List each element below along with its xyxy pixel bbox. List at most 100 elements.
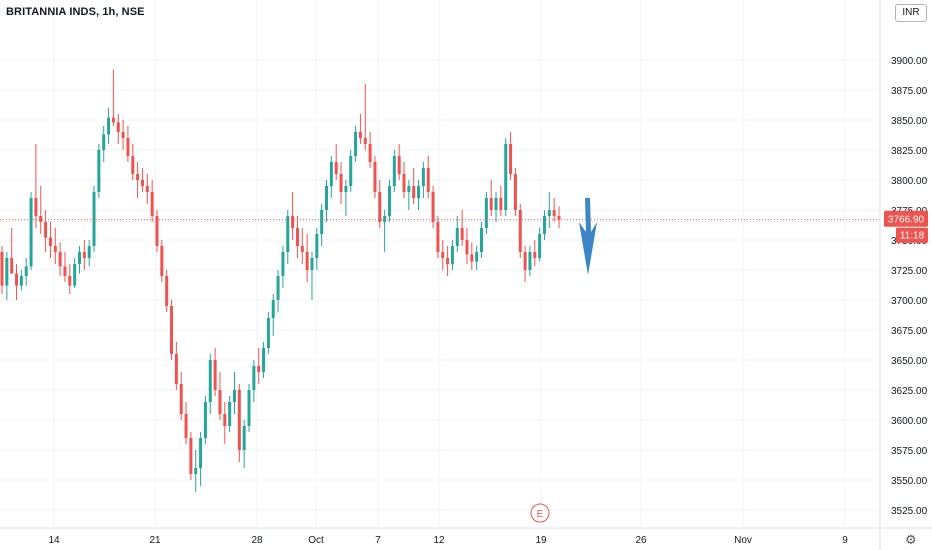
y-tick-label: 3800.00 [891,176,928,187]
candle-body [523,252,527,270]
candle-body [15,273,19,286]
candle-body [160,246,164,276]
y-tick-label: 3600.00 [891,416,928,427]
symbol-title: BRITANNIA INDS, 1h, NSE [6,6,145,18]
candle-body [150,192,154,216]
candle-body [276,276,280,300]
candle-body [208,360,212,402]
candle-body [552,210,556,216]
candle-body [470,254,474,262]
candle-body [489,198,493,210]
x-tick-label: 21 [149,535,161,546]
candle-body [218,390,222,414]
candle-body [281,252,285,276]
candle-body [262,348,266,372]
candle-body [179,384,183,414]
candle-body [174,354,178,384]
candle-body [10,258,14,274]
candle-layer [0,69,561,492]
y-tick-label: 3825.00 [891,146,928,157]
candle-body [509,144,513,174]
candle-body [368,144,372,162]
candle-body [39,216,43,222]
candle-body [533,252,537,258]
gear-icon[interactable]: ⚙ [905,532,917,547]
y-tick-label: 3575.00 [891,446,928,457]
candle-body [73,264,77,286]
y-tick-label: 3550.00 [891,476,928,487]
candle-body [29,198,33,267]
candle-body [450,246,454,264]
candle-body [528,252,532,270]
candle-body [436,222,440,252]
x-tick-label: 28 [251,535,263,546]
candle-body [431,192,435,222]
candle-body [155,216,159,246]
countdown-label: 11:18 [900,231,925,242]
candle-body [213,360,217,390]
candle-body [446,258,450,264]
candle-body [315,234,319,258]
candle-body [373,162,377,192]
grid-layer [0,0,880,528]
candle-body [145,186,149,192]
candle-body [170,306,174,354]
candle-body [402,174,406,192]
candle-body [44,222,48,238]
candle-body [455,228,459,246]
candle-body [291,216,295,228]
candle-body [286,216,290,252]
candle-body [325,186,329,210]
candle-body [19,276,23,286]
candle-body [77,252,81,264]
candle-body [48,237,52,246]
candle-body [34,198,38,216]
candle-body [203,402,207,438]
x-tick-label: 9 [842,535,848,546]
candle-body [111,117,115,123]
candle-body [184,414,188,438]
y-tick-label: 3875.00 [891,86,928,97]
x-tick-label: 12 [433,535,445,546]
candle-body [305,252,309,270]
candle-body [538,234,542,258]
candle-body [24,266,28,276]
candle-body [484,198,488,228]
x-tick-label: 7 [375,535,381,546]
candle-body [126,138,130,156]
earnings-marker-label: E [537,509,544,520]
last-price-tag [884,210,928,227]
earnings-marker-icon [530,503,550,523]
candle-body [363,138,367,144]
candle-body [349,156,353,186]
candle-body [480,228,484,252]
last-price-label: 3766.90 [888,215,925,226]
candle-body [475,252,479,262]
candle-body [121,132,125,138]
candle-body [300,246,304,252]
y-tick-label: 3650.00 [891,356,928,367]
candle-body [257,366,261,372]
candle-body [499,198,503,210]
candle-body [102,134,106,150]
y-tick-label: 3850.00 [891,116,928,127]
currency-button[interactable]: INR [895,4,927,22]
candle-body [542,216,546,234]
candle-body [5,258,9,286]
y-tick-label: 3700.00 [891,296,928,307]
candle-body [140,180,144,186]
candle-body [63,266,67,276]
candle-body [116,122,120,132]
y-tick-label: 3625.00 [891,386,928,397]
candle-body [252,366,256,390]
candle-body [417,186,421,198]
x-tick-label: Oct [308,535,324,546]
candle-body [228,402,232,426]
candle-body [334,162,338,174]
candle-body [266,318,270,348]
overlay-layer: E [0,198,880,523]
countdown-tag [896,227,928,243]
candle-body [407,186,411,192]
